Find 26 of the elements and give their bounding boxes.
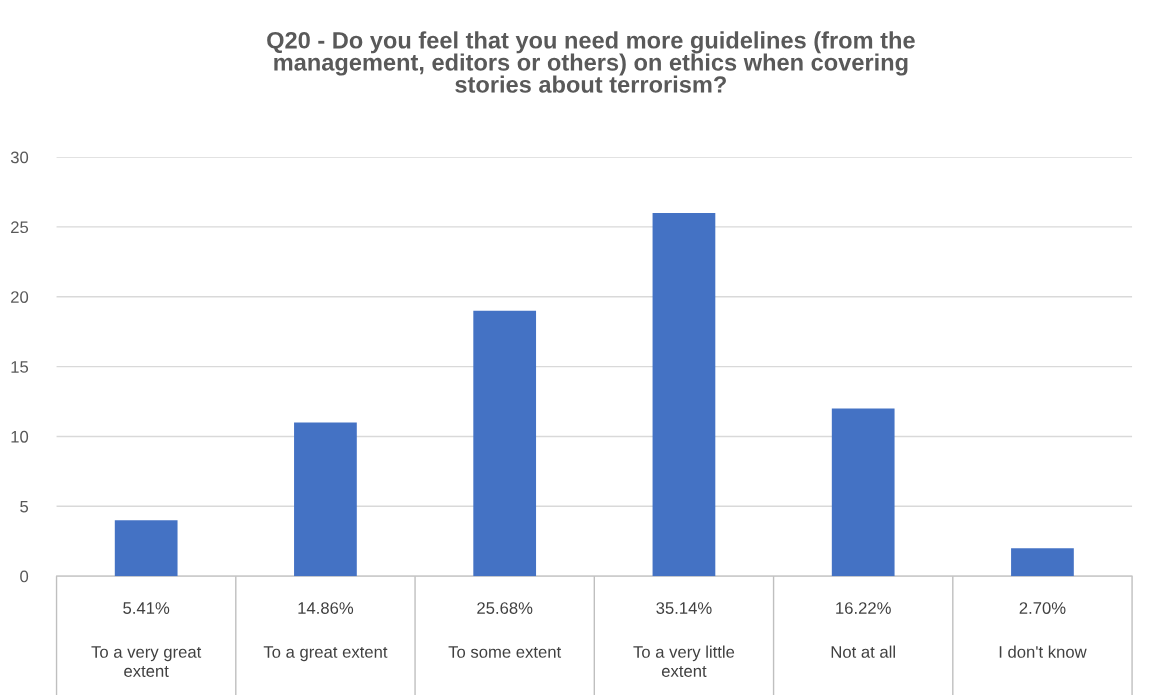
bar [831,408,895,577]
text: 5.41% [123,602,170,614]
x-tick-label: To a great extent [263,646,388,662]
x-tick-label: I don't know [999,645,1087,658]
y-tick-label: 20 [11,291,29,303]
x-tick-label: Not at all [831,645,895,658]
bar [294,422,357,577]
y-tick-label: 5 [20,500,29,513]
y-tick-label: 25 [11,221,29,234]
bar [473,310,537,577]
bar [114,520,178,577]
y-tick-label: 10 [11,430,29,443]
text: 14.86% [298,602,354,614]
y-tick-label: 0 [20,570,29,583]
x-tick-label: To some extent [448,646,562,658]
y-tick-label: 15 [11,361,29,373]
text: 35.14% [656,602,712,614]
y-tick-label: 30 [10,151,29,164]
bar [652,212,716,577]
text: 2.70% [1019,602,1066,614]
text: 25.68% [477,602,533,614]
chart-title: Q20 - Do you feel that you need more guidelines (from the management, editors or others) on ethics when covering stories about terrorism? [267,31,915,93]
x-tick-label: To a very great extent [91,646,202,677]
x-tick-label: To a very little extent [633,645,735,677]
bar [1011,548,1074,577]
text: 16.22% [836,602,891,614]
